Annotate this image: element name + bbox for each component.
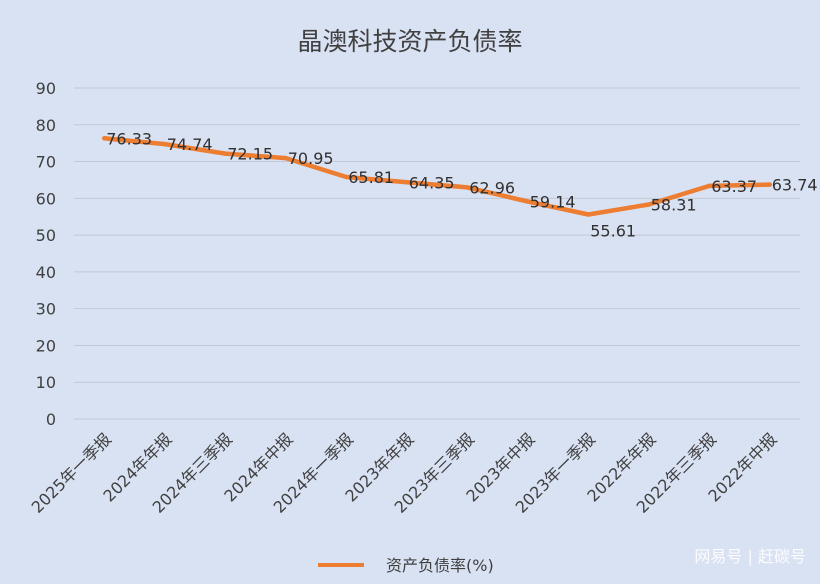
chart-title: 晶澳科技资产负债率	[297, 27, 522, 56]
data-point	[404, 180, 409, 185]
y-tick-label: 90	[36, 79, 56, 98]
data-point	[586, 212, 591, 217]
y-tick-label: 40	[36, 263, 56, 282]
series-line	[102, 136, 773, 217]
y-tick-label: 80	[36, 116, 56, 135]
data-label: 63.74	[772, 176, 818, 195]
data-point	[646, 202, 651, 207]
y-tick-label: 70	[36, 153, 56, 172]
data-label: 65.81	[348, 168, 394, 187]
data-point	[283, 155, 288, 161]
watermark: 网易号 | 赶碳号	[694, 547, 806, 566]
y-tick-label: 10	[36, 373, 56, 392]
data-label: 55.61	[590, 221, 636, 240]
data-label: 74.74	[167, 135, 213, 154]
data-label: 63.37	[711, 177, 757, 196]
series-lines	[102, 136, 773, 217]
data-label: 58.31	[651, 196, 697, 215]
data-point	[344, 174, 349, 180]
data-point	[465, 185, 470, 190]
data-label: 64.35	[409, 173, 455, 192]
y-tick-label: 50	[36, 226, 56, 245]
legend: 资产负债率(%)	[318, 556, 494, 575]
y-axis-ticks: 0 10 20 30 40 50 60 70 80 90	[36, 79, 56, 429]
y-tick-label: 0	[46, 410, 56, 429]
data-label: 59.14	[530, 192, 576, 211]
data-labels: 76.33 74.74 72.15 70.95 65.81 64.35 62.96 59.14…	[106, 129, 817, 240]
y-tick-label: 20	[36, 336, 56, 355]
data-point	[767, 182, 772, 187]
data-point	[707, 183, 712, 189]
y-tick-label: 60	[36, 189, 56, 208]
legend-label: 资产负债率(%)	[386, 556, 494, 575]
data-label: 62.96	[469, 178, 515, 197]
gridlines	[74, 87, 800, 420]
y-tick-label: 30	[36, 300, 56, 319]
data-point	[102, 136, 107, 141]
data-point	[223, 151, 228, 156]
data-label: 72.15	[227, 145, 273, 164]
data-label: 70.95	[288, 149, 334, 168]
data-point	[162, 141, 167, 147]
data-point	[525, 199, 530, 204]
data-label: 76.33	[106, 129, 152, 148]
